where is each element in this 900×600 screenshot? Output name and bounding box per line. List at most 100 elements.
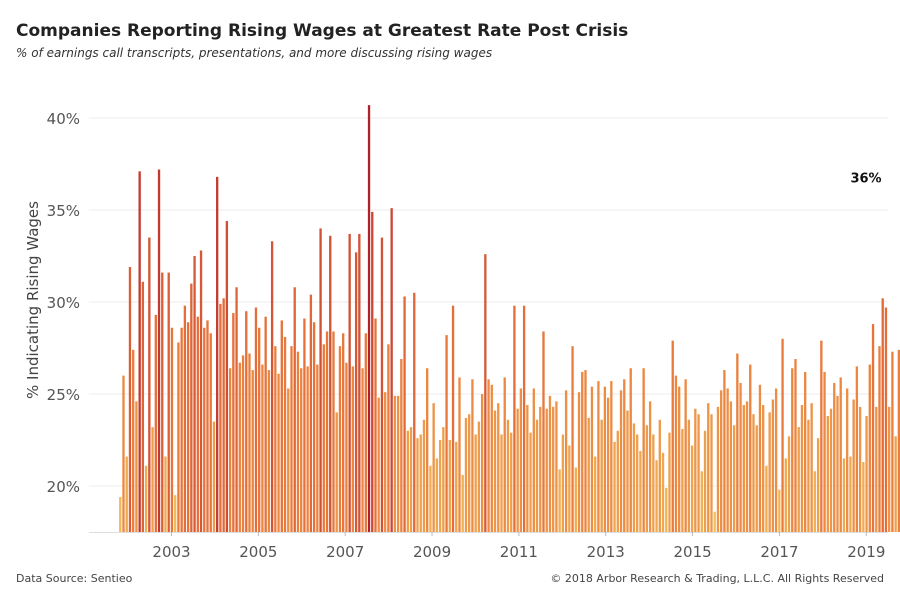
- bar: [797, 427, 800, 532]
- bar: [594, 456, 597, 532]
- bar: [529, 432, 532, 532]
- bar: [826, 416, 829, 532]
- bar: [490, 384, 493, 532]
- bar: [636, 434, 639, 532]
- bar: [694, 408, 697, 532]
- bar: [235, 287, 238, 532]
- bar: [581, 371, 584, 532]
- bar: [836, 395, 839, 532]
- bar: [720, 390, 723, 532]
- bar: [752, 414, 755, 532]
- bar: [258, 327, 261, 532]
- bar: [542, 331, 545, 532]
- bar: [616, 430, 619, 532]
- bar: [477, 421, 481, 532]
- bar: [849, 456, 852, 532]
- bar: [577, 392, 581, 532]
- bar: [203, 327, 206, 532]
- y-tick-label: 20%: [47, 478, 80, 496]
- bar: [419, 434, 422, 532]
- bar: [606, 397, 610, 532]
- x-tick-label: 2015: [673, 543, 711, 561]
- chart-subtitle: % of earnings call transcripts, presenta…: [16, 46, 493, 60]
- bar: [732, 425, 736, 532]
- bar: [374, 318, 377, 532]
- bar: [548, 395, 552, 532]
- bar: [584, 370, 587, 532]
- bar: [461, 474, 464, 532]
- bar: [403, 296, 406, 532]
- bar: [665, 487, 668, 532]
- bar: [199, 250, 203, 533]
- bar: [807, 419, 810, 532]
- bar: [219, 303, 222, 532]
- bar: [684, 379, 687, 532]
- bar: [316, 364, 319, 532]
- bar: [891, 351, 894, 532]
- y-tick-label: 25%: [47, 386, 80, 404]
- bar: [794, 359, 797, 532]
- bar: [416, 438, 419, 532]
- bar: [154, 314, 157, 532]
- bar: [119, 497, 122, 532]
- bar: [183, 305, 187, 532]
- bar: [455, 441, 458, 532]
- bar: [306, 366, 309, 532]
- bar: [128, 267, 132, 532]
- bar: [619, 390, 623, 532]
- bar: [241, 355, 245, 532]
- bar: [674, 375, 678, 532]
- bar: [539, 406, 542, 532]
- bar: [212, 421, 216, 532]
- bar: [254, 307, 258, 532]
- bar: [700, 471, 703, 532]
- bar: [774, 388, 778, 532]
- bar: [846, 388, 849, 532]
- bar: [174, 495, 177, 532]
- bar: [342, 333, 345, 532]
- x-tick-label: 2019: [847, 543, 885, 561]
- bar: [668, 432, 671, 532]
- bar: [283, 336, 287, 532]
- bar: [445, 335, 448, 532]
- bar: [545, 408, 548, 532]
- bar: [232, 313, 235, 532]
- bar: [468, 414, 471, 532]
- bar: [506, 419, 510, 532]
- bar: [332, 331, 335, 532]
- bar: [613, 441, 616, 532]
- bar: [135, 401, 138, 532]
- x-tick-label: 2003: [152, 543, 190, 561]
- bar: [713, 511, 716, 532]
- bar: [351, 366, 355, 532]
- bar: [264, 316, 267, 532]
- bar: [510, 432, 513, 532]
- bar: [678, 386, 681, 532]
- bar: [290, 346, 293, 532]
- bar: [742, 405, 745, 532]
- x-tick-label: 2013: [587, 543, 625, 561]
- bar: [710, 414, 713, 532]
- bar: [132, 349, 135, 532]
- bar: [655, 460, 658, 532]
- bar: [122, 375, 125, 532]
- bar: [626, 410, 629, 532]
- bar: [432, 403, 435, 532]
- bar: [277, 373, 280, 532]
- bar: [513, 305, 516, 532]
- bar: [180, 327, 183, 532]
- bar: [267, 370, 271, 532]
- bar: [248, 353, 251, 532]
- bar: [723, 370, 726, 532]
- bar: [690, 445, 694, 532]
- bar: [384, 392, 387, 532]
- bar: [862, 462, 865, 532]
- bar: [458, 377, 461, 532]
- bar: [438, 440, 442, 532]
- bar: [225, 221, 229, 533]
- bar: [413, 292, 416, 532]
- chart-title: Companies Reporting Rising Wages at Grea…: [16, 21, 629, 41]
- bar: [238, 362, 241, 532]
- bar: [345, 362, 348, 532]
- bar: [765, 465, 768, 532]
